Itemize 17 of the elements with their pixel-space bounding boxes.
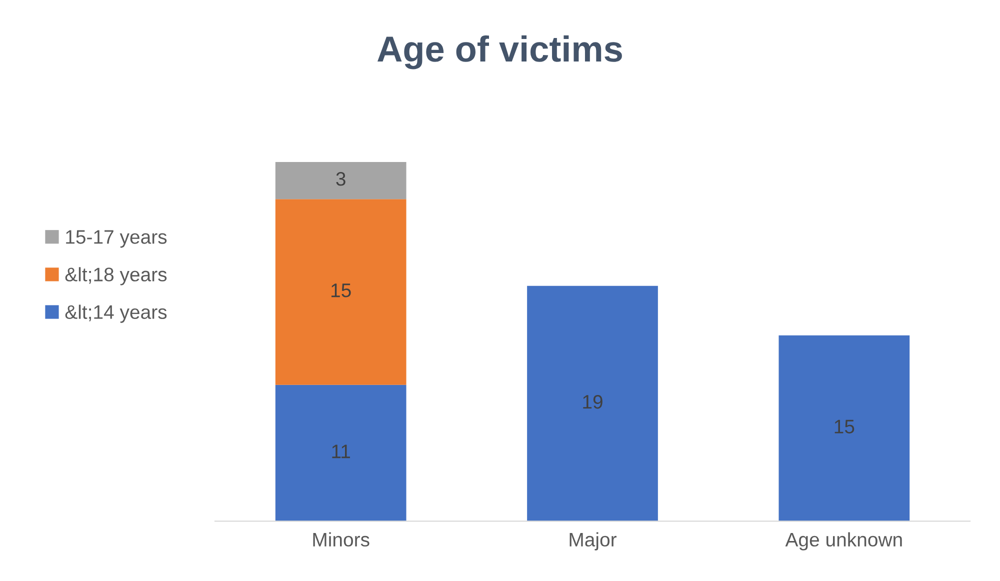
data-label: 11 <box>332 444 350 458</box>
legend-label: &lt;14 years <box>65 304 167 323</box>
x-tick-label: Minors <box>313 532 370 547</box>
x-tick-label: Age unknown <box>785 532 902 550</box>
data-label: 15 <box>834 420 854 434</box>
data-label: 19 <box>583 394 602 409</box>
bar <box>275 199 406 385</box>
legend-label: 15-17 years <box>66 230 167 248</box>
bar <box>275 384 406 522</box>
bar <box>778 335 910 522</box>
data-label: 15 <box>332 284 351 298</box>
x-tick-label: Major <box>570 532 616 550</box>
bar <box>275 162 406 200</box>
legend-label: &lt;18 years <box>65 267 167 286</box>
bar <box>527 286 658 522</box>
chart-title: Age of victims <box>377 35 622 70</box>
data-label: 3 <box>336 172 346 186</box>
